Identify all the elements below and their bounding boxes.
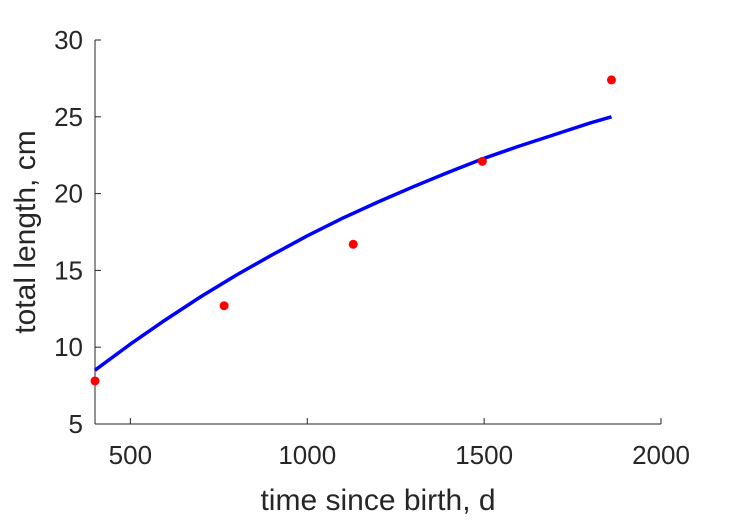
data-point (90, 376, 100, 386)
x-tick-label: 500 (109, 440, 152, 470)
y-tick-label: 25 (54, 102, 83, 132)
y-tick-label: 20 (54, 179, 83, 209)
x-axis-label: time since birth, d (260, 484, 495, 517)
data-point (477, 156, 487, 166)
x-tick-label: 1500 (455, 440, 513, 470)
data-point (219, 301, 229, 311)
axes (94, 40, 661, 425)
x-tick-label: 1000 (278, 440, 336, 470)
data-point (606, 75, 616, 85)
y-axis-label: total length, cm (9, 130, 42, 333)
y-tick-label: 15 (54, 255, 83, 285)
y-ticks: 5 10 15 20 25 30 (54, 25, 101, 439)
y-tick-label: 5 (69, 409, 83, 439)
y-tick-label: 10 (54, 332, 83, 362)
x-ticks: 500 1000 1500 2000 (109, 418, 690, 470)
fit-curve (93, 115, 612, 372)
data-point (348, 239, 358, 249)
series-layer (90, 75, 616, 386)
y-tick-label: 30 (54, 25, 83, 55)
x-tick-label: 2000 (632, 440, 690, 470)
